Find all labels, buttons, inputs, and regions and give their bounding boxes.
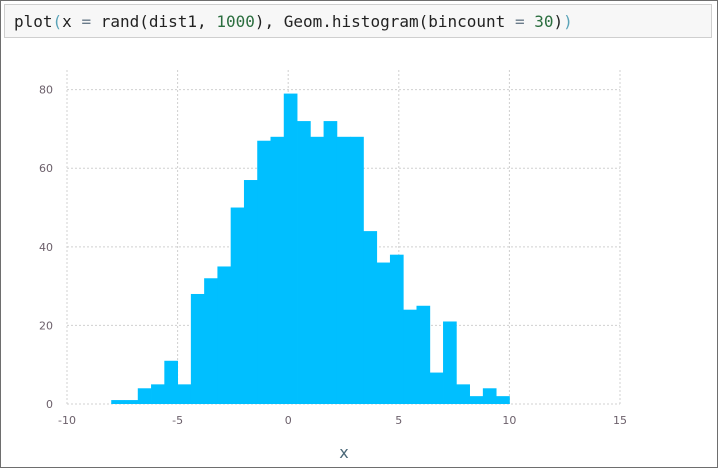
histogram-bar <box>270 136 285 405</box>
histogram-bars <box>111 93 510 405</box>
code-token: x <box>62 12 72 31</box>
histogram-bar <box>151 384 165 404</box>
histogram-bar <box>469 396 484 404</box>
histogram-bar <box>204 278 218 404</box>
histogram-bar <box>456 384 470 404</box>
code-token: = <box>514 12 525 31</box>
histogram-bar <box>496 396 510 404</box>
histogram-bar <box>177 384 192 404</box>
code-token <box>525 12 535 31</box>
histogram-bar <box>350 136 364 405</box>
x-tick-label: -10 <box>58 414 76 427</box>
histogram-bar <box>124 400 139 404</box>
code-token: ) <box>553 12 564 31</box>
histogram-bar <box>310 136 324 405</box>
histogram-bar <box>323 121 338 405</box>
x-axis-label: x <box>339 443 348 462</box>
histogram-bar <box>389 254 404 404</box>
histogram-bar <box>403 309 417 404</box>
y-tick-label: 40 <box>39 241 53 254</box>
histogram-bar <box>429 372 444 404</box>
code-token: ), Geom.histogram(bincount <box>254 12 515 31</box>
x-tick-label: 5 <box>395 414 402 427</box>
histogram-bar <box>137 388 152 404</box>
histogram-bar <box>230 207 245 404</box>
histogram-bar <box>111 400 125 404</box>
histogram-bar <box>336 136 351 405</box>
code-input-cell[interactable]: plot(x = rand(dist1, 1000), Geom.histogr… <box>4 4 712 38</box>
histogram-bar <box>443 321 457 404</box>
code-token: ( <box>52 12 63 31</box>
histogram-bar <box>363 231 378 404</box>
y-tick-label: 60 <box>39 162 53 175</box>
histogram-bar <box>257 140 271 404</box>
code-line: plot(x = rand(dist1, 1000), Geom.histogr… <box>14 12 573 31</box>
code-token: ) <box>563 12 573 31</box>
histogram-bar <box>376 262 391 404</box>
x-tick-label: 15 <box>613 414 627 427</box>
histogram-bar <box>217 266 232 404</box>
x-tick-label: 10 <box>502 414 516 427</box>
histogram-chart: 0 20 40 60 80 -10 -5 0 5 10 15 x <box>39 70 627 462</box>
x-tick-label: 0 <box>285 414 292 427</box>
y-axis-ticks: 0 20 40 60 80 <box>39 84 53 411</box>
code-token: 30 <box>534 12 554 31</box>
histogram-bar <box>164 360 178 404</box>
histogram-bar <box>416 305 431 404</box>
code-token: plot <box>14 12 53 31</box>
histogram-bar <box>297 121 311 405</box>
code-token: = <box>71 12 101 31</box>
plot-output: 0 20 40 60 80 -10 -5 0 5 10 15 x <box>0 40 718 468</box>
code-token: rand(dist1, <box>100 12 217 31</box>
y-tick-label: 20 <box>39 319 53 332</box>
y-tick-label: 0 <box>46 398 53 411</box>
y-tick-label: 80 <box>39 84 53 97</box>
histogram-bar <box>283 93 298 404</box>
x-tick-label: -5 <box>172 414 183 427</box>
x-axis-ticks: -10 -5 0 5 10 15 <box>58 414 627 427</box>
histogram-bar <box>482 388 497 404</box>
code-token: 1000 <box>216 12 255 31</box>
histogram-bar <box>243 180 258 404</box>
histogram-bar <box>190 293 205 404</box>
